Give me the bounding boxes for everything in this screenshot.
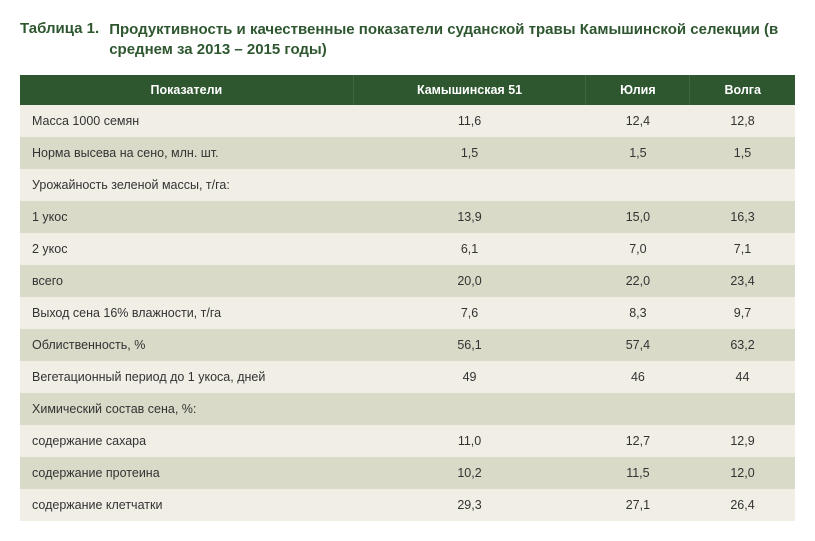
cell: Масса 1000 семян [20, 105, 353, 137]
cell: 26,4 [690, 489, 795, 521]
cell: 46 [586, 361, 690, 393]
table-row: содержание протеина 10,2 11,5 12,0 [20, 457, 795, 489]
col-header-2: Юлия [586, 75, 690, 105]
cell [690, 169, 795, 201]
data-table: Показатели Камышинская 51 Юлия Волга Мас… [20, 75, 795, 521]
cell: 12,7 [586, 425, 690, 457]
cell: Химический состав сена, %: [20, 393, 353, 425]
table-row: содержание клетчатки 29,3 27,1 26,4 [20, 489, 795, 521]
cell [586, 393, 690, 425]
cell: Урожайность зеленой массы, т/га: [20, 169, 353, 201]
cell: 1,5 [353, 137, 586, 169]
col-header-3: Волга [690, 75, 795, 105]
table-row: всего 20,0 22,0 23,4 [20, 265, 795, 297]
table-row: Норма высева на сено, млн. шт. 1,5 1,5 1… [20, 137, 795, 169]
cell: Вегетационный период до 1 укоса, дней [20, 361, 353, 393]
cell: 11,0 [353, 425, 586, 457]
header-row: Показатели Камышинская 51 Юлия Волга [20, 75, 795, 105]
cell: 1,5 [690, 137, 795, 169]
cell: 1,5 [586, 137, 690, 169]
cell: всего [20, 265, 353, 297]
cell: 9,7 [690, 297, 795, 329]
caption-text: Продуктивность и качественные показатели… [109, 20, 795, 61]
cell: 63,2 [690, 329, 795, 361]
col-header-1: Камышинская 51 [353, 75, 586, 105]
col-header-0: Показатели [20, 75, 353, 105]
table-row: Выход сена 16% влажности, т/га 7,6 8,3 9… [20, 297, 795, 329]
table-row: Химический состав сена, %: [20, 393, 795, 425]
cell [353, 169, 586, 201]
cell: 12,4 [586, 105, 690, 137]
cell: 8,3 [586, 297, 690, 329]
cell: 11,5 [586, 457, 690, 489]
cell: 12,0 [690, 457, 795, 489]
cell: содержание протеина [20, 457, 353, 489]
cell: 6,1 [353, 233, 586, 265]
cell: 12,8 [690, 105, 795, 137]
cell: 7,6 [353, 297, 586, 329]
cell: 2 укос [20, 233, 353, 265]
table-row: Облиственность, % 56,1 57,4 63,2 [20, 329, 795, 361]
table-row: Вегетационный период до 1 укоса, дней 49… [20, 361, 795, 393]
cell: Норма высева на сено, млн. шт. [20, 137, 353, 169]
caption-label: Таблица 1. [20, 20, 99, 37]
cell: 27,1 [586, 489, 690, 521]
cell: 16,3 [690, 201, 795, 233]
cell: 56,1 [353, 329, 586, 361]
cell: 7,0 [586, 233, 690, 265]
cell: 7,1 [690, 233, 795, 265]
cell: 29,3 [353, 489, 586, 521]
cell: 57,4 [586, 329, 690, 361]
cell: 20,0 [353, 265, 586, 297]
table-row: Урожайность зеленой массы, т/га: [20, 169, 795, 201]
cell: содержание клетчатки [20, 489, 353, 521]
cell [586, 169, 690, 201]
cell: 15,0 [586, 201, 690, 233]
table-body: Масса 1000 семян 11,6 12,4 12,8 Норма вы… [20, 105, 795, 521]
cell: 11,6 [353, 105, 586, 137]
cell [353, 393, 586, 425]
table-caption: Таблица 1. Продуктивность и качественные… [20, 20, 795, 61]
table-row: Масса 1000 семян 11,6 12,4 12,8 [20, 105, 795, 137]
cell: 12,9 [690, 425, 795, 457]
table-row: 1 укос 13,9 15,0 16,3 [20, 201, 795, 233]
cell: 23,4 [690, 265, 795, 297]
cell: Облиственность, % [20, 329, 353, 361]
cell: 10,2 [353, 457, 586, 489]
cell: 22,0 [586, 265, 690, 297]
table-row: 2 укос 6,1 7,0 7,1 [20, 233, 795, 265]
cell [690, 393, 795, 425]
cell: 44 [690, 361, 795, 393]
cell: содержание сахара [20, 425, 353, 457]
table-row: содержание сахара 11,0 12,7 12,9 [20, 425, 795, 457]
cell: 13,9 [353, 201, 586, 233]
cell: 49 [353, 361, 586, 393]
cell: 1 укос [20, 201, 353, 233]
cell: Выход сена 16% влажности, т/га [20, 297, 353, 329]
